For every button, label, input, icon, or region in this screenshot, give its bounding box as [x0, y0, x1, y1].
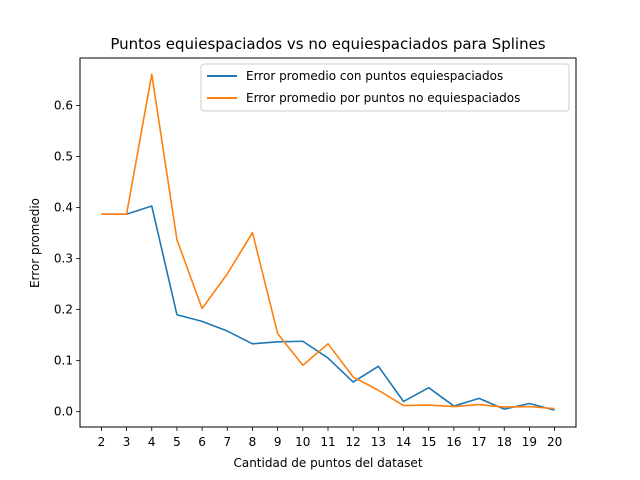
legend: Error promedio con puntos equiespaciados…	[200, 63, 570, 112]
x-tick-label: 5	[173, 435, 181, 449]
x-tick-label: 14	[396, 435, 411, 449]
x-tick-label: 17	[471, 435, 486, 449]
x-tick-label: 7	[223, 435, 231, 449]
x-tick-label: 10	[295, 435, 310, 449]
chart-title: Puntos equiespaciados vs no equiespaciad…	[110, 35, 545, 53]
y-axis: 0.0 0.1 0.2 0.3 0.4 0.5 0.6	[54, 98, 80, 419]
x-axis-label: Cantidad de puntos del dataset	[233, 456, 422, 470]
y-tick-label: 0.3	[54, 252, 73, 266]
y-tick-label: 0.0	[54, 405, 73, 419]
x-tick-label: 12	[346, 435, 361, 449]
x-tick-label: 6	[198, 435, 206, 449]
x-tick-label: 13	[371, 435, 386, 449]
x-tick-label: 16	[446, 435, 461, 449]
x-tick-label: 2	[98, 435, 106, 449]
y-tick-label: 0.5	[54, 150, 73, 164]
y-tick-label: 0.2	[54, 303, 73, 317]
x-tick-label: 9	[274, 435, 282, 449]
legend-label-equiespaciados: Error promedio con puntos equiespaciados	[246, 69, 503, 83]
x-tick-label: 11	[320, 435, 335, 449]
x-axis: 2 3 4 5 6 7 8 9 10 11 12 13 14 15 16 17 18 19 20	[98, 427, 562, 449]
y-tick-label: 0.1	[54, 354, 73, 368]
x-tick-label: 4	[148, 435, 156, 449]
y-axis-label: Error promedio	[28, 198, 42, 288]
x-tick-label: 8	[249, 435, 257, 449]
x-tick-label: 18	[497, 435, 512, 449]
series-line-2	[101, 73, 555, 410]
series-layer	[101, 73, 555, 411]
x-tick-label: 3	[123, 435, 131, 449]
x-tick-label: 19	[522, 435, 537, 449]
legend-label-no-equiespaciados: Error promedio por puntos no equiespacia…	[246, 91, 520, 105]
series-line-1	[101, 205, 555, 411]
x-tick-label: 15	[421, 435, 436, 449]
y-tick-label: 0.6	[54, 98, 73, 112]
legend-box	[200, 63, 570, 112]
x-tick-label: 20	[547, 435, 562, 449]
y-tick-label: 0.4	[54, 201, 73, 215]
